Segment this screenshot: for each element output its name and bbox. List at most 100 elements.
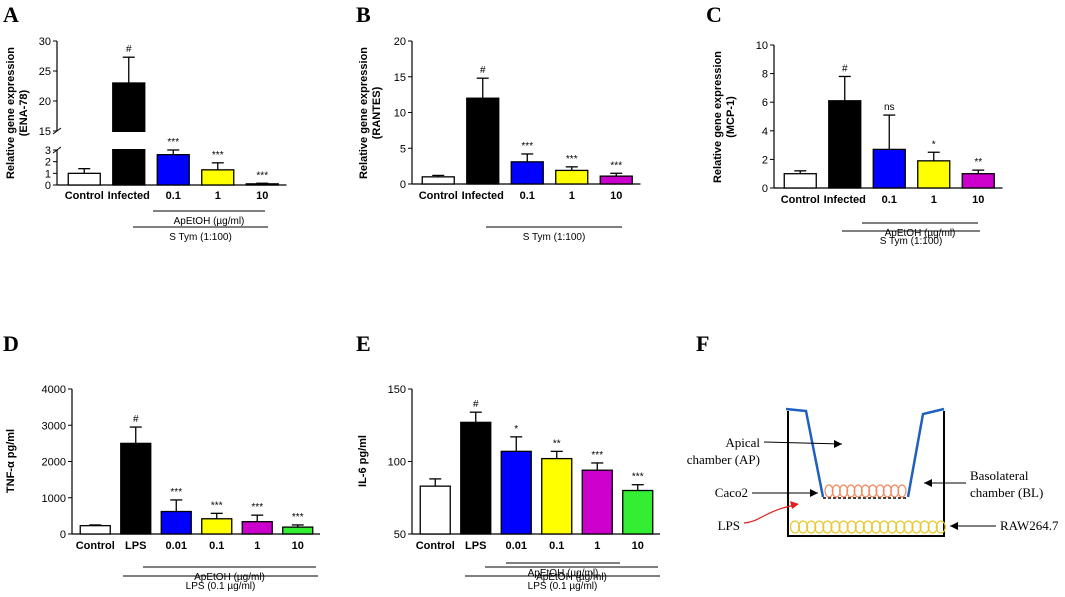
well-outline xyxy=(787,411,945,537)
panel-d-chart: D 0 1000 2000 3000 4000 TNF-α pg/ml Control # LPS… xyxy=(3,331,320,592)
bar xyxy=(160,510,192,535)
condition-label: S Tym (1:100) xyxy=(880,236,943,247)
bar xyxy=(917,160,951,189)
raw264-cell xyxy=(854,520,865,534)
y-tick-label: 0 xyxy=(400,179,406,191)
raw264-cell xyxy=(903,520,914,534)
basolateral-label-line2: chamber (BL) xyxy=(970,485,1043,500)
caco2-cell xyxy=(868,484,878,498)
significance-label: # xyxy=(133,414,139,425)
bar xyxy=(466,97,500,185)
insert-left-wall xyxy=(785,407,825,498)
panel-b-chart: B 0 5 10 15 20 Relative gene expression (RANTES… xyxy=(356,2,641,579)
caco2-cell-layer xyxy=(824,484,907,498)
caco2-cell xyxy=(890,484,900,498)
significance-label: *** xyxy=(632,472,644,483)
category-label: 1 xyxy=(569,190,575,202)
raw264-cell xyxy=(814,520,825,534)
category-label: Infected xyxy=(824,194,866,206)
y-tick-label: 4 xyxy=(762,126,768,138)
lps-label: LPS xyxy=(718,518,740,533)
significance-label: *** xyxy=(251,502,263,513)
raw264-cell xyxy=(895,520,906,534)
y-tick-label: 6 xyxy=(762,97,768,109)
raw264-cell xyxy=(822,520,833,534)
y-tick-label: 8 xyxy=(762,69,768,81)
caco2-cell xyxy=(897,484,907,498)
y-tick-label: 4000 xyxy=(42,384,66,396)
caco2-cell xyxy=(838,484,849,498)
condition-label: LPS (0.1 µg/ml) xyxy=(186,581,256,592)
bar xyxy=(79,525,111,535)
category-label: Control xyxy=(419,190,458,202)
category-label: 0.1 xyxy=(549,540,564,552)
raw264-cell xyxy=(862,520,874,534)
category-label: Control xyxy=(65,190,104,202)
category-label: LPS xyxy=(125,540,146,552)
y-tick-label: 3000 xyxy=(42,420,66,432)
category-label: 0.1 xyxy=(882,194,897,206)
raw264-cell xyxy=(830,520,841,534)
apical-arrowhead xyxy=(834,440,842,448)
caco2-cell xyxy=(853,484,863,498)
raw264-cell-layer xyxy=(789,520,946,534)
apical-label-line1: Apical xyxy=(725,435,760,450)
panel-c-chart: C 0 2 4 6 8 10 Relative gene expression (MCP-1) C… xyxy=(706,2,1003,247)
bar xyxy=(156,154,190,186)
significance-label: # xyxy=(480,65,486,76)
category-label: Infected xyxy=(462,190,504,202)
y-axis-label: (ENA-78) xyxy=(18,89,30,136)
y-tick-label: 30 xyxy=(39,36,51,48)
y-tick-label: 0 xyxy=(45,180,51,192)
significance-label: *** xyxy=(167,137,179,148)
raw264-cell xyxy=(806,520,817,534)
axis-break-mark xyxy=(52,127,62,135)
panel-e-chart: E 50 100 150 IL-6 pg/ml Control # LPS * 0.01 ** 0.1… xyxy=(356,331,660,592)
condition-label: LPS (0.1 µg/ml) xyxy=(528,581,598,592)
category-label: 10 xyxy=(256,190,268,202)
significance-label: # xyxy=(842,63,848,74)
raw264-cell xyxy=(838,520,849,534)
significance-label: # xyxy=(473,399,479,410)
treatment-label: ApEtOH (µg/ml) xyxy=(536,572,607,583)
category-label: 10 xyxy=(972,194,984,206)
bar xyxy=(120,442,152,535)
y-tick-label: 25 xyxy=(39,66,51,78)
bar xyxy=(421,176,455,185)
bar xyxy=(622,489,654,535)
y-tick-label: 15 xyxy=(394,72,406,84)
apical-label-line2: chamber (AP) xyxy=(687,452,760,467)
caco2-cell xyxy=(860,484,871,498)
insert-right-wall xyxy=(906,407,945,498)
caco2-arrowhead xyxy=(810,489,818,497)
condition-label: S Tym (1:100) xyxy=(169,232,232,243)
panel-a-letter: A xyxy=(3,2,19,27)
raw264-cell xyxy=(935,520,946,534)
raw264-label: RAW264.7 xyxy=(1000,518,1059,533)
treatment-label: ApEtOH (µg/ml) xyxy=(528,568,599,579)
category-label: 0.1 xyxy=(209,540,224,552)
y-axis-label: TNF-α pg/ml xyxy=(5,429,17,493)
y-axis-label: Relative gene expression xyxy=(5,47,17,179)
raw264-cell xyxy=(870,520,882,534)
category-label: Control xyxy=(781,194,820,206)
significance-label: *** xyxy=(591,450,603,461)
raw264-cell xyxy=(927,520,938,534)
bar xyxy=(201,169,235,186)
category-label: 0.1 xyxy=(520,190,535,202)
y-axis-label: IL-6 pg/ml xyxy=(357,435,369,487)
axis-break-gap xyxy=(110,132,147,149)
significance-label: *** xyxy=(292,512,304,523)
significance-label: ns xyxy=(884,102,895,113)
panel-f-diagram: F Apical chamber (AP) Caco2 LPS Basolate… xyxy=(687,331,1059,537)
y-tick-label: 2 xyxy=(762,154,768,166)
y-axis-label: (MCP-1) xyxy=(725,96,737,138)
raw264-arrowhead xyxy=(950,522,958,530)
raw264-cell xyxy=(797,520,809,534)
y-axis-label: Relative gene expression xyxy=(358,47,370,179)
raw264-cell xyxy=(789,520,801,534)
bar xyxy=(783,173,817,189)
caco2-cell xyxy=(846,484,856,498)
y-tick-label: 15 xyxy=(39,126,51,138)
